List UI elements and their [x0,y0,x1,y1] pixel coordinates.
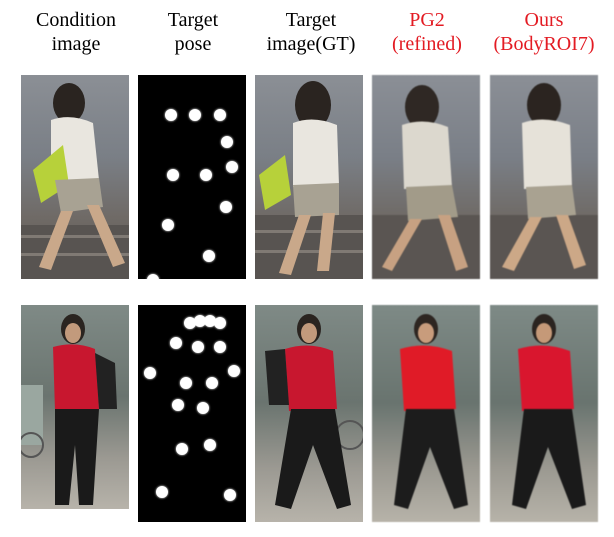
pose-joint [224,489,236,501]
person-figure-row2 [265,314,363,509]
person-figure-row2 [512,314,586,509]
row2-target-pose [138,305,246,522]
person-figure-row2 [394,314,468,509]
person-figure-row1 [372,85,480,279]
header-line-2: (refined) [392,33,462,55]
pose-joint [214,109,226,121]
pose-joint [214,341,226,353]
pose-joint [194,315,206,327]
pose-joint [180,377,192,389]
pose-joint [189,109,201,121]
pose-joint [170,337,182,349]
header-line-1: Target [285,9,337,31]
column-header-condition-image: Condition image [11,8,141,56]
pose-joint [204,439,216,451]
pose-joint [165,109,177,121]
column-header-pg2-refined: PG2 (refined) [362,8,492,56]
person-figure-row1 [255,81,363,279]
header-line-2: (BodyROI7) [493,33,595,55]
pose-joint [221,136,233,148]
pose-joint [144,367,156,379]
row1-condition-image [21,75,129,279]
person-figure-row2 [21,314,117,505]
row2-target-image-gt [255,305,363,522]
header-line-2: image [51,33,101,55]
row1-target-pose [138,75,246,279]
header-line-2: image(GT) [266,33,356,55]
pose-joint [206,377,218,389]
header-line-1: Ours [524,9,564,31]
header-line-1: Condition [35,9,116,31]
pose-joint [156,486,168,498]
pose-joint [204,315,216,327]
pose-joint [162,219,174,231]
row1-ours-image [490,75,598,279]
person-figure-row1 [490,83,598,279]
row2-pg2-refined-image [372,305,480,522]
pose-joint [184,317,196,329]
pose-joint [200,169,212,181]
header-line-1: PG2 [409,9,445,31]
person-figure-row1 [21,83,129,279]
header-line-1: Target [167,9,219,31]
pose-joint [192,341,204,353]
pose-joint [172,399,184,411]
pose-joint [176,443,188,455]
pose-joint [197,402,209,414]
column-header-ours-bodyroi7: Ours (BodyROI7) [479,8,609,56]
row1-target-image-gt [255,75,363,279]
pose-joint [228,365,240,377]
row1-pg2-refined-image [372,75,480,279]
pose-joint [147,274,159,279]
pose-joint [167,169,179,181]
pose-joint [203,250,215,262]
column-header-target-pose: Target pose [128,8,258,56]
row2-ours-image [490,305,598,522]
pose-joint [220,201,232,213]
pose-joint [214,317,226,329]
pose-joint [226,161,238,173]
header-line-2: pose [174,33,212,55]
row2-condition-image [21,305,129,509]
column-header-target-image-gt: Target image(GT) [246,8,376,56]
